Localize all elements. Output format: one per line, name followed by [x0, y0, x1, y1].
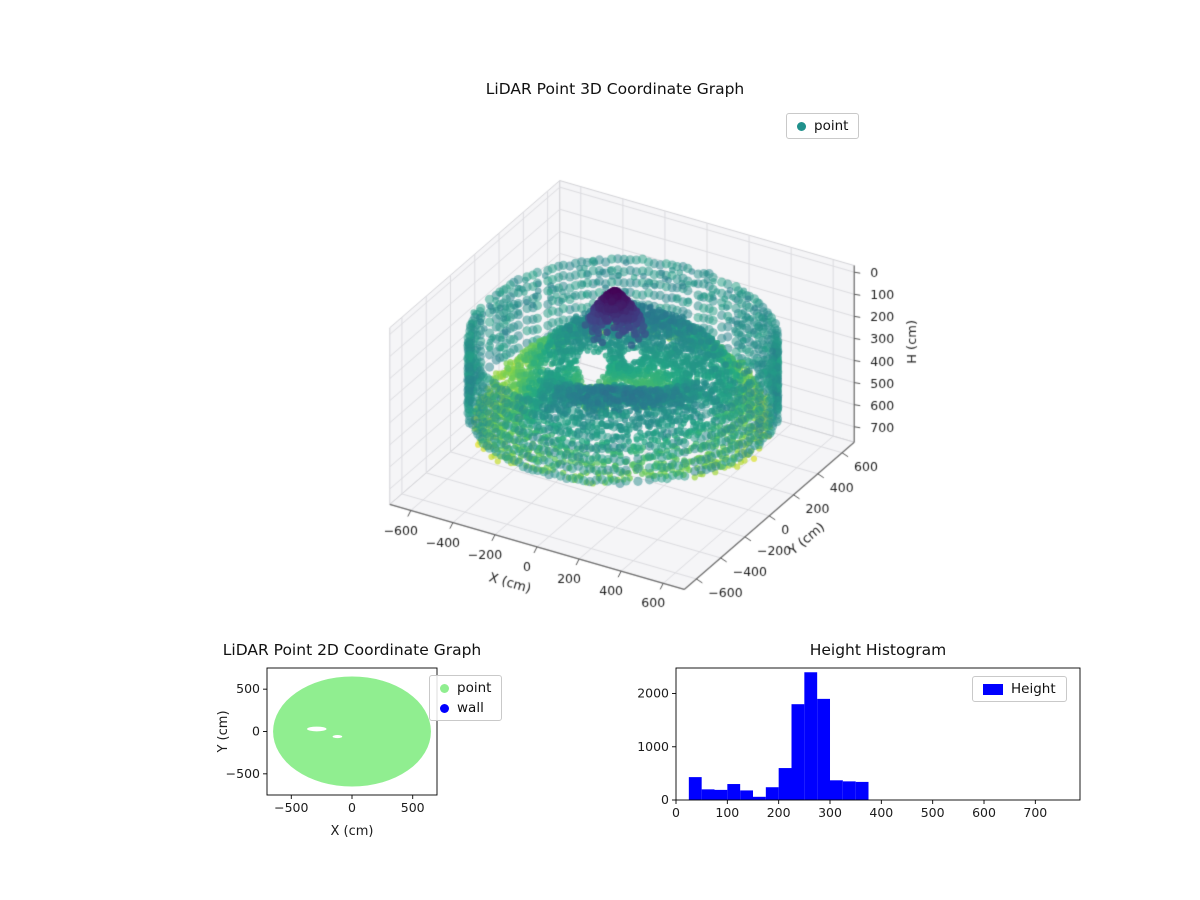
svg-text:400: 400	[869, 805, 893, 820]
legend-row-wall: wall	[440, 700, 491, 716]
svg-text:100: 100	[715, 805, 739, 820]
svg-text:300: 300	[818, 805, 842, 820]
point-marker-icon	[440, 683, 449, 693]
svg-text:2000: 2000	[637, 686, 669, 701]
histogram-title: Height Histogram	[809, 641, 947, 659]
svg-text:0: 0	[661, 792, 669, 807]
plot2d-title: LiDAR Point 2D Coordinate Graph	[222, 641, 482, 659]
legend-label-height: Height	[1011, 681, 1056, 697]
svg-text:200: 200	[767, 805, 791, 820]
legend-label-point: point	[457, 680, 492, 696]
svg-text:1000: 1000	[637, 739, 669, 754]
plot2d-legend: point wall	[429, 675, 503, 721]
height-patch-icon	[983, 683, 1003, 695]
svg-text:0: 0	[348, 800, 356, 815]
wall-marker-icon	[440, 703, 449, 713]
plot3d-title: LiDAR Point 3D Coordinate Graph	[485, 80, 745, 98]
legend-row-point: point	[440, 680, 491, 696]
point-marker-icon	[797, 121, 806, 131]
svg-text:500: 500	[236, 681, 260, 696]
legend-row-point: point	[797, 118, 848, 134]
plot3d-legend: point	[786, 113, 860, 139]
svg-text:0: 0	[672, 805, 680, 820]
svg-text:500: 500	[401, 800, 425, 815]
histogram-legend: Height	[972, 676, 1067, 702]
svg-text:600: 600	[972, 805, 996, 820]
svg-text:−500: −500	[274, 800, 308, 815]
svg-text:700: 700	[1023, 805, 1047, 820]
legend-row-height: Height	[983, 681, 1056, 697]
svg-text:500: 500	[921, 805, 945, 820]
legend-label-wall: wall	[457, 700, 484, 716]
svg-text:0: 0	[252, 724, 260, 739]
svg-text:Y (cm): Y (cm)	[216, 710, 231, 753]
svg-text:X (cm): X (cm)	[331, 824, 374, 839]
legend-label-point: point	[814, 118, 849, 134]
svg-text:−500: −500	[226, 766, 260, 781]
